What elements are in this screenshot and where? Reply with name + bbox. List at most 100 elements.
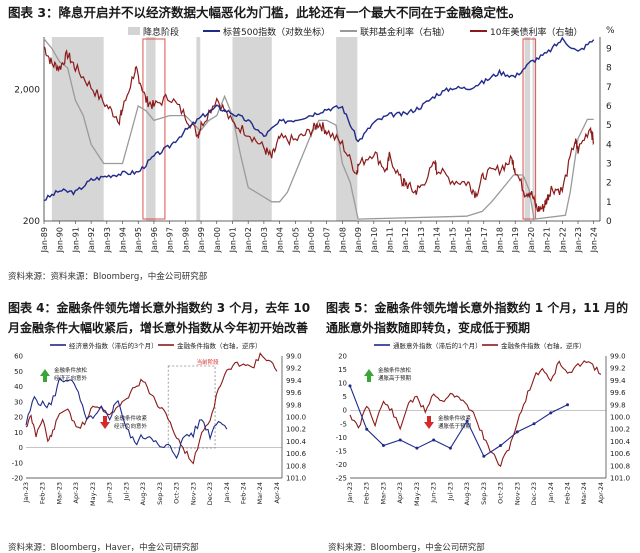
right-tick-label: 99.2 xyxy=(286,365,302,373)
x-tick-label: Apr-23 xyxy=(72,482,80,503)
x-tick-label: Jan-91 xyxy=(71,227,80,253)
right-tick-label: 8 xyxy=(606,64,612,74)
right-tick-label: 101.0 xyxy=(286,475,306,483)
x-tick-label: Jan-21 xyxy=(543,227,552,253)
right-tick-label: 100.8 xyxy=(610,462,630,470)
right-tick-label: 100.2 xyxy=(286,426,306,434)
x-tick-label: Jan-00 xyxy=(213,227,222,253)
annotation-down-text: 金融条件收紧 xyxy=(114,414,148,422)
x-tick-label: Jan-94 xyxy=(119,227,128,253)
x-tick-label: Mar-24 xyxy=(256,482,264,504)
arrow-up-icon xyxy=(364,369,374,382)
x-tick-label: May-23 xyxy=(413,482,421,506)
right-tick-label: 99.4 xyxy=(286,377,302,385)
x-tick-label: Jan-98 xyxy=(181,227,190,253)
fig5-title-line1: 图表 5：金融条件领先增长意外指数约 1 个月，11 月的 xyxy=(326,301,629,315)
x-tick-label: Jan-10 xyxy=(370,227,379,253)
x-tick-label: Jan-93 xyxy=(103,227,112,253)
left-tick-label: -20 xyxy=(12,475,23,483)
fig3-chart: 降息阶段 标普500指数（对数坐标） 联邦基金利率（右轴） 10年美债利率（右轴） 2,… xyxy=(14,26,615,253)
left-tick-label: 60 xyxy=(14,353,23,361)
legend-label-easing: 降息阶段 xyxy=(143,26,179,38)
x-tick-label: Jan-97 xyxy=(166,227,175,253)
fig4-title-line2: 月金融条件大幅收紧后，增长意外指数从今年初开始改善 xyxy=(8,321,309,335)
x-tick-label: Feb-23 xyxy=(363,482,371,504)
esi-line xyxy=(25,377,228,460)
left-tick-label: -10 xyxy=(336,434,347,442)
x-tick-label: Jul-23 xyxy=(446,482,454,501)
isi-point xyxy=(365,427,369,431)
x-tick-label: Jan-06 xyxy=(307,227,316,253)
arrow-up-icon xyxy=(40,369,50,382)
x-tick-label: Jan-20 xyxy=(527,227,536,253)
annotation-up-text: 金融条件放松 xyxy=(378,366,412,374)
ust10y-line xyxy=(43,46,595,213)
fig4-title-line1: 图表 4：金融条件领先增长意外指数约 3 个月，去年 10 xyxy=(8,301,311,315)
x-tick-label: Feb-24 xyxy=(564,482,572,504)
isi-point xyxy=(448,446,452,450)
left-tick-label: -25 xyxy=(336,475,347,483)
easing-period-5 xyxy=(524,37,531,221)
x-tick-label: Jan-19 xyxy=(511,227,520,253)
left-tick-label: -5 xyxy=(340,420,347,428)
x-tick-label: Aug-23 xyxy=(463,482,471,505)
x-tick-label: Mar-23 xyxy=(55,482,63,504)
x-tick-label: Jan-05 xyxy=(291,227,300,253)
isi-point xyxy=(482,454,486,458)
left-tick-label: 0 xyxy=(343,407,347,415)
current-stage-box xyxy=(167,365,216,449)
easing-period-4 xyxy=(336,37,358,221)
legend-label-left: 经济意外指数（滞后的3个月） xyxy=(69,341,158,350)
x-tick-label: Jul-23 xyxy=(122,482,130,501)
right-tick-label: 100.4 xyxy=(286,438,307,446)
x-tick-label: Jan-12 xyxy=(401,227,410,253)
x-tick-label: Jan-18 xyxy=(495,227,504,253)
annotation-up-text: 金融条件放松 xyxy=(54,366,88,374)
annotation-up-text: 经济正向意外 xyxy=(54,374,88,382)
arrow-down-icon xyxy=(100,416,110,429)
easing-period-6 xyxy=(532,37,535,221)
left-tick-label: 200 xyxy=(23,217,40,227)
x-tick-label: Jan-89 xyxy=(40,227,49,253)
x-tick-label: Jan-90 xyxy=(56,227,65,253)
right-tick-label: 100.8 xyxy=(286,462,306,470)
fig4-chart: 经济意外指数（滞后的3个月） 金融条件指数（右轴，逆序）6050403020100… xyxy=(12,341,307,506)
right-tick-label: 4 xyxy=(606,140,612,150)
x-tick-label: Jan-11 xyxy=(386,227,395,253)
x-tick-label: Aug-23 xyxy=(139,482,147,505)
fed-funds-line xyxy=(43,38,594,220)
right-tick-label: 9 xyxy=(606,45,612,55)
annotation-down-text: 经济负向意外 xyxy=(114,422,148,430)
right-tick-label: 7 xyxy=(606,83,612,93)
isi-point xyxy=(465,419,469,423)
right-tick-label: 99.0 xyxy=(286,353,302,361)
sp500-line xyxy=(43,36,595,202)
fig5-title-line2: 通胀意外指数随即转负，变成低于预期 xyxy=(326,321,531,335)
isi-point xyxy=(415,446,419,450)
left-tick-label: 2,000 xyxy=(14,85,40,95)
x-tick-label: Mar-23 xyxy=(379,482,387,504)
isi-point xyxy=(432,438,436,442)
right-axis-unit: % xyxy=(606,26,615,36)
legend-label-fed: 联邦基金利率（右轴） xyxy=(360,26,450,38)
x-tick-label: Jan-23 xyxy=(22,482,30,504)
right-tick-label: 100.6 xyxy=(286,450,307,458)
x-tick-label: Sep-23 xyxy=(480,482,488,505)
fci-line xyxy=(349,360,602,468)
left-tick-label: 5 xyxy=(343,393,347,401)
current-stage-label: 当前阶段 xyxy=(197,358,220,366)
x-tick-label: Jan-14 xyxy=(433,227,442,253)
arrow-down-icon xyxy=(424,416,434,429)
x-tick-label: Jun-23 xyxy=(106,482,114,504)
x-tick-label: Jan-23 xyxy=(346,482,354,504)
right-tick-label: 100.0 xyxy=(610,414,630,422)
right-tick-label: 99.6 xyxy=(286,389,302,397)
isi-point xyxy=(381,443,385,447)
legend-swatch-easing xyxy=(128,27,140,35)
x-tick-label: Jan-96 xyxy=(150,227,159,253)
x-tick-label: Mar-24 xyxy=(580,482,588,504)
x-tick-label: Jan-95 xyxy=(134,227,143,253)
x-tick-label: Sep-23 xyxy=(156,482,164,505)
right-tick-label: 100.2 xyxy=(610,426,630,434)
right-tick-label: 5 xyxy=(606,121,612,131)
